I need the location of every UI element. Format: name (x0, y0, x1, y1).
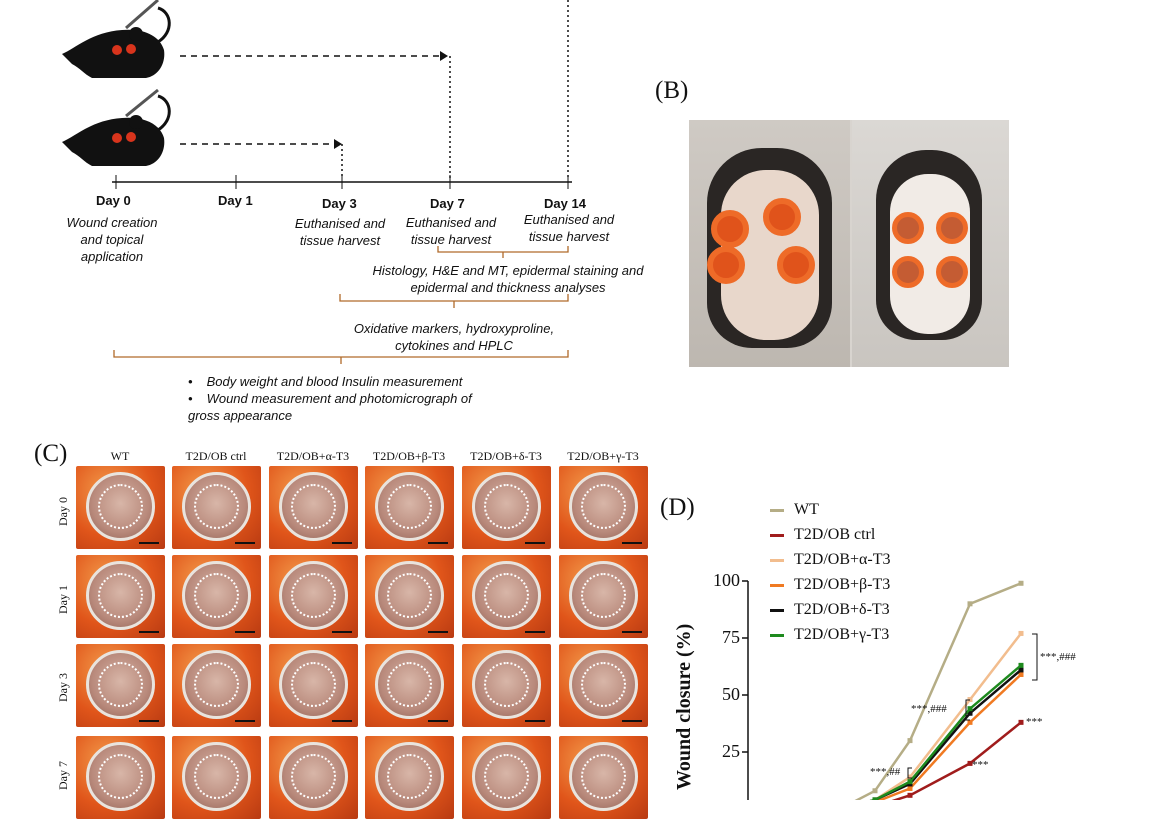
wound-photo (365, 466, 454, 549)
histology-text: Histology, H&E and MT, epidermal stainin… (356, 262, 660, 296)
day-label: Day 7 (430, 196, 465, 211)
panel-label-d: (D) (660, 494, 695, 522)
data-point (873, 788, 878, 793)
wound-photo (462, 555, 551, 638)
wound-photo (172, 466, 261, 549)
data-point (968, 706, 973, 711)
column-header: T2D/OB+δ-T3 (458, 449, 554, 464)
row-header: Day 1 (56, 585, 71, 614)
data-point (1019, 663, 1024, 668)
row-header: Day 0 (56, 497, 71, 526)
bullet-item: •Wound measurement and photomicrograph o… (188, 390, 498, 424)
column-header: WT (72, 449, 168, 464)
significance-bracket (1032, 634, 1037, 680)
day-label: Day 3 (322, 196, 357, 211)
panel-label-b: (B) (655, 77, 688, 105)
significance-label: *** (1026, 716, 1043, 728)
euthanised-text: Euthanised and tissue harvest (288, 215, 392, 249)
day-label: Day 1 (218, 193, 253, 208)
data-point (908, 738, 913, 743)
column-header: T2D/OB+β-T3 (361, 449, 457, 464)
wound-photo (269, 736, 358, 819)
significance-label: *** (972, 759, 989, 771)
data-point (1019, 581, 1024, 586)
wound-photo (172, 644, 261, 727)
wound-photo-grid (76, 466, 650, 800)
chart-axes (742, 581, 748, 800)
y-tick-label: 50 (700, 684, 740, 705)
data-point (1019, 720, 1024, 725)
oxidative-text: Oxidative markers, hydroxyproline, cytok… (334, 320, 574, 354)
significance-label: ***,## (870, 766, 900, 778)
wound-photo (269, 466, 358, 549)
bullet-icon: • (188, 391, 193, 406)
wound-photo (76, 644, 165, 727)
row-header: Day 3 (56, 673, 71, 702)
data-point (1019, 631, 1024, 636)
wound-photo (559, 555, 648, 638)
data-point (968, 720, 973, 725)
wound-creation-text: Wound creation and topical application (56, 214, 168, 265)
data-point (908, 793, 913, 798)
wound-photo (462, 644, 551, 727)
wound-photo (559, 736, 648, 819)
day-label: Day 0 (96, 193, 131, 208)
data-point (908, 786, 913, 791)
euthanised-text: Euthanised and tissue harvest (398, 214, 504, 248)
wound-photo (269, 644, 358, 727)
bullet-item: •Body weight and blood Insulin measureme… (188, 373, 498, 390)
panel-label-c: (C) (34, 440, 67, 468)
wound-photo (269, 555, 358, 638)
wound-photo (76, 736, 165, 819)
data-point (908, 779, 913, 784)
y-tick-label: 25 (700, 741, 740, 762)
column-header: T2D/OB+α-T3 (265, 449, 361, 464)
legend-swatch (770, 534, 784, 537)
significance-label: ***,### (1040, 651, 1076, 663)
mouse-photo-panel (689, 120, 1009, 367)
column-header: T2D/OB+γ-T3 (555, 449, 651, 464)
wound-photo (559, 466, 648, 549)
bracket-oxidative (340, 294, 568, 308)
timeline-graphic (0, 0, 660, 370)
bullet-icon: • (188, 374, 193, 389)
row-header: Day 7 (56, 761, 71, 790)
y-tick-label: 100 (700, 570, 740, 591)
mouse-photo-left (689, 120, 850, 367)
wound-photo (462, 466, 551, 549)
day-label: Day 14 (544, 196, 586, 211)
column-header: T2D/OB ctrl (168, 449, 264, 464)
data-point (968, 601, 973, 606)
wound-photo (365, 736, 454, 819)
wound-photo (172, 736, 261, 819)
euthanised-text: Euthanised and tissue harvest (516, 211, 622, 245)
y-tick-label: 75 (700, 627, 740, 648)
significance-label: ***,### (911, 703, 947, 715)
series-line (840, 665, 1021, 800)
wound-photo (172, 555, 261, 638)
mouse-icon (62, 90, 169, 166)
legend-swatch (770, 509, 784, 512)
wound-photo (76, 555, 165, 638)
series-line (840, 633, 1021, 800)
wound-photo (365, 555, 454, 638)
mouse-icon (62, 0, 169, 78)
legend-swatch (770, 559, 784, 562)
wound-photo (462, 736, 551, 819)
wound-photo (365, 644, 454, 727)
y-axis-label: Wound closure (%) (673, 624, 696, 790)
wound-closure-chart (740, 570, 1100, 800)
wound-photo (76, 466, 165, 549)
mouse-photo-right (852, 120, 1009, 367)
wound-photo (559, 644, 648, 727)
